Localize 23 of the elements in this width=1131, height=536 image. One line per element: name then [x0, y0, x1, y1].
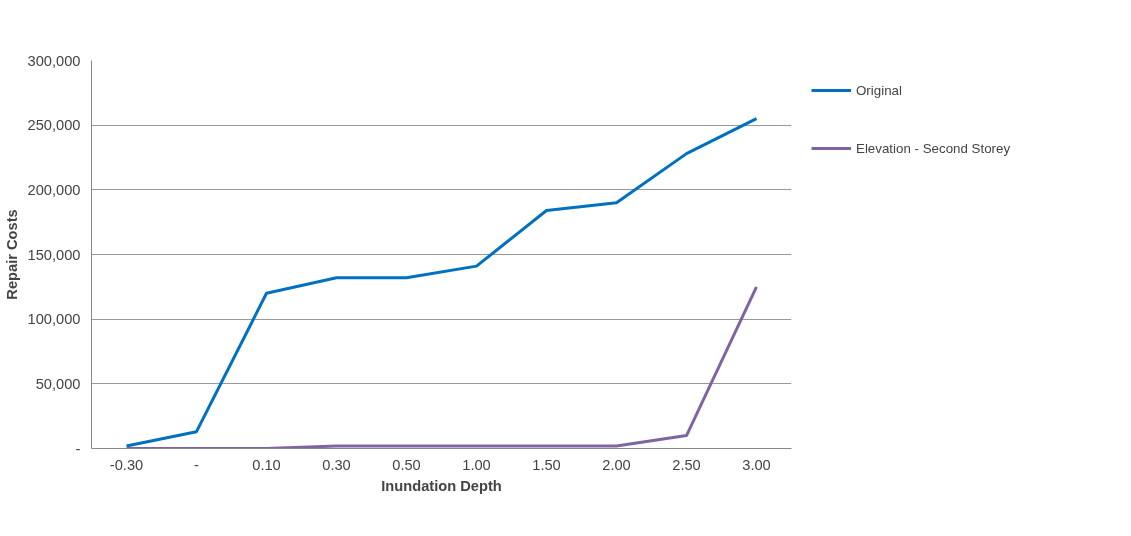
x-tick-label: 0.10 [252, 456, 281, 473]
x-tick-label: -0.30 [109, 456, 144, 473]
x-tick-label: - [194, 456, 200, 473]
y-tick-label: 250,000 [27, 117, 81, 134]
y-tick-label: 100,000 [27, 311, 81, 328]
x-tick-label: 2.00 [602, 456, 631, 473]
line-series [125, 117, 758, 448]
y-axis-title: Repair Costs [3, 209, 20, 300]
x-tick-label: 3.00 [742, 456, 771, 473]
x-tick-label: 0.50 [392, 456, 421, 473]
y-tick-label: 300,000 [27, 52, 81, 69]
y-tick-label: - [75, 440, 81, 457]
x-axis-title: Inundation Depth [381, 477, 502, 494]
y-tick-label: 150,000 [27, 246, 81, 263]
line-series [125, 285, 758, 449]
x-tick-label: 1.50 [532, 456, 561, 473]
x-tick-label: 1.00 [462, 456, 491, 473]
y-tick-label: 200,000 [27, 181, 81, 198]
legend-label: Original [856, 82, 902, 98]
legend-label: Elevation - Second Storey [856, 140, 1011, 156]
y-tick-label: 50,000 [35, 375, 81, 392]
x-tick-label: 0.30 [322, 456, 351, 473]
x-tick-label: 2.50 [672, 456, 701, 473]
